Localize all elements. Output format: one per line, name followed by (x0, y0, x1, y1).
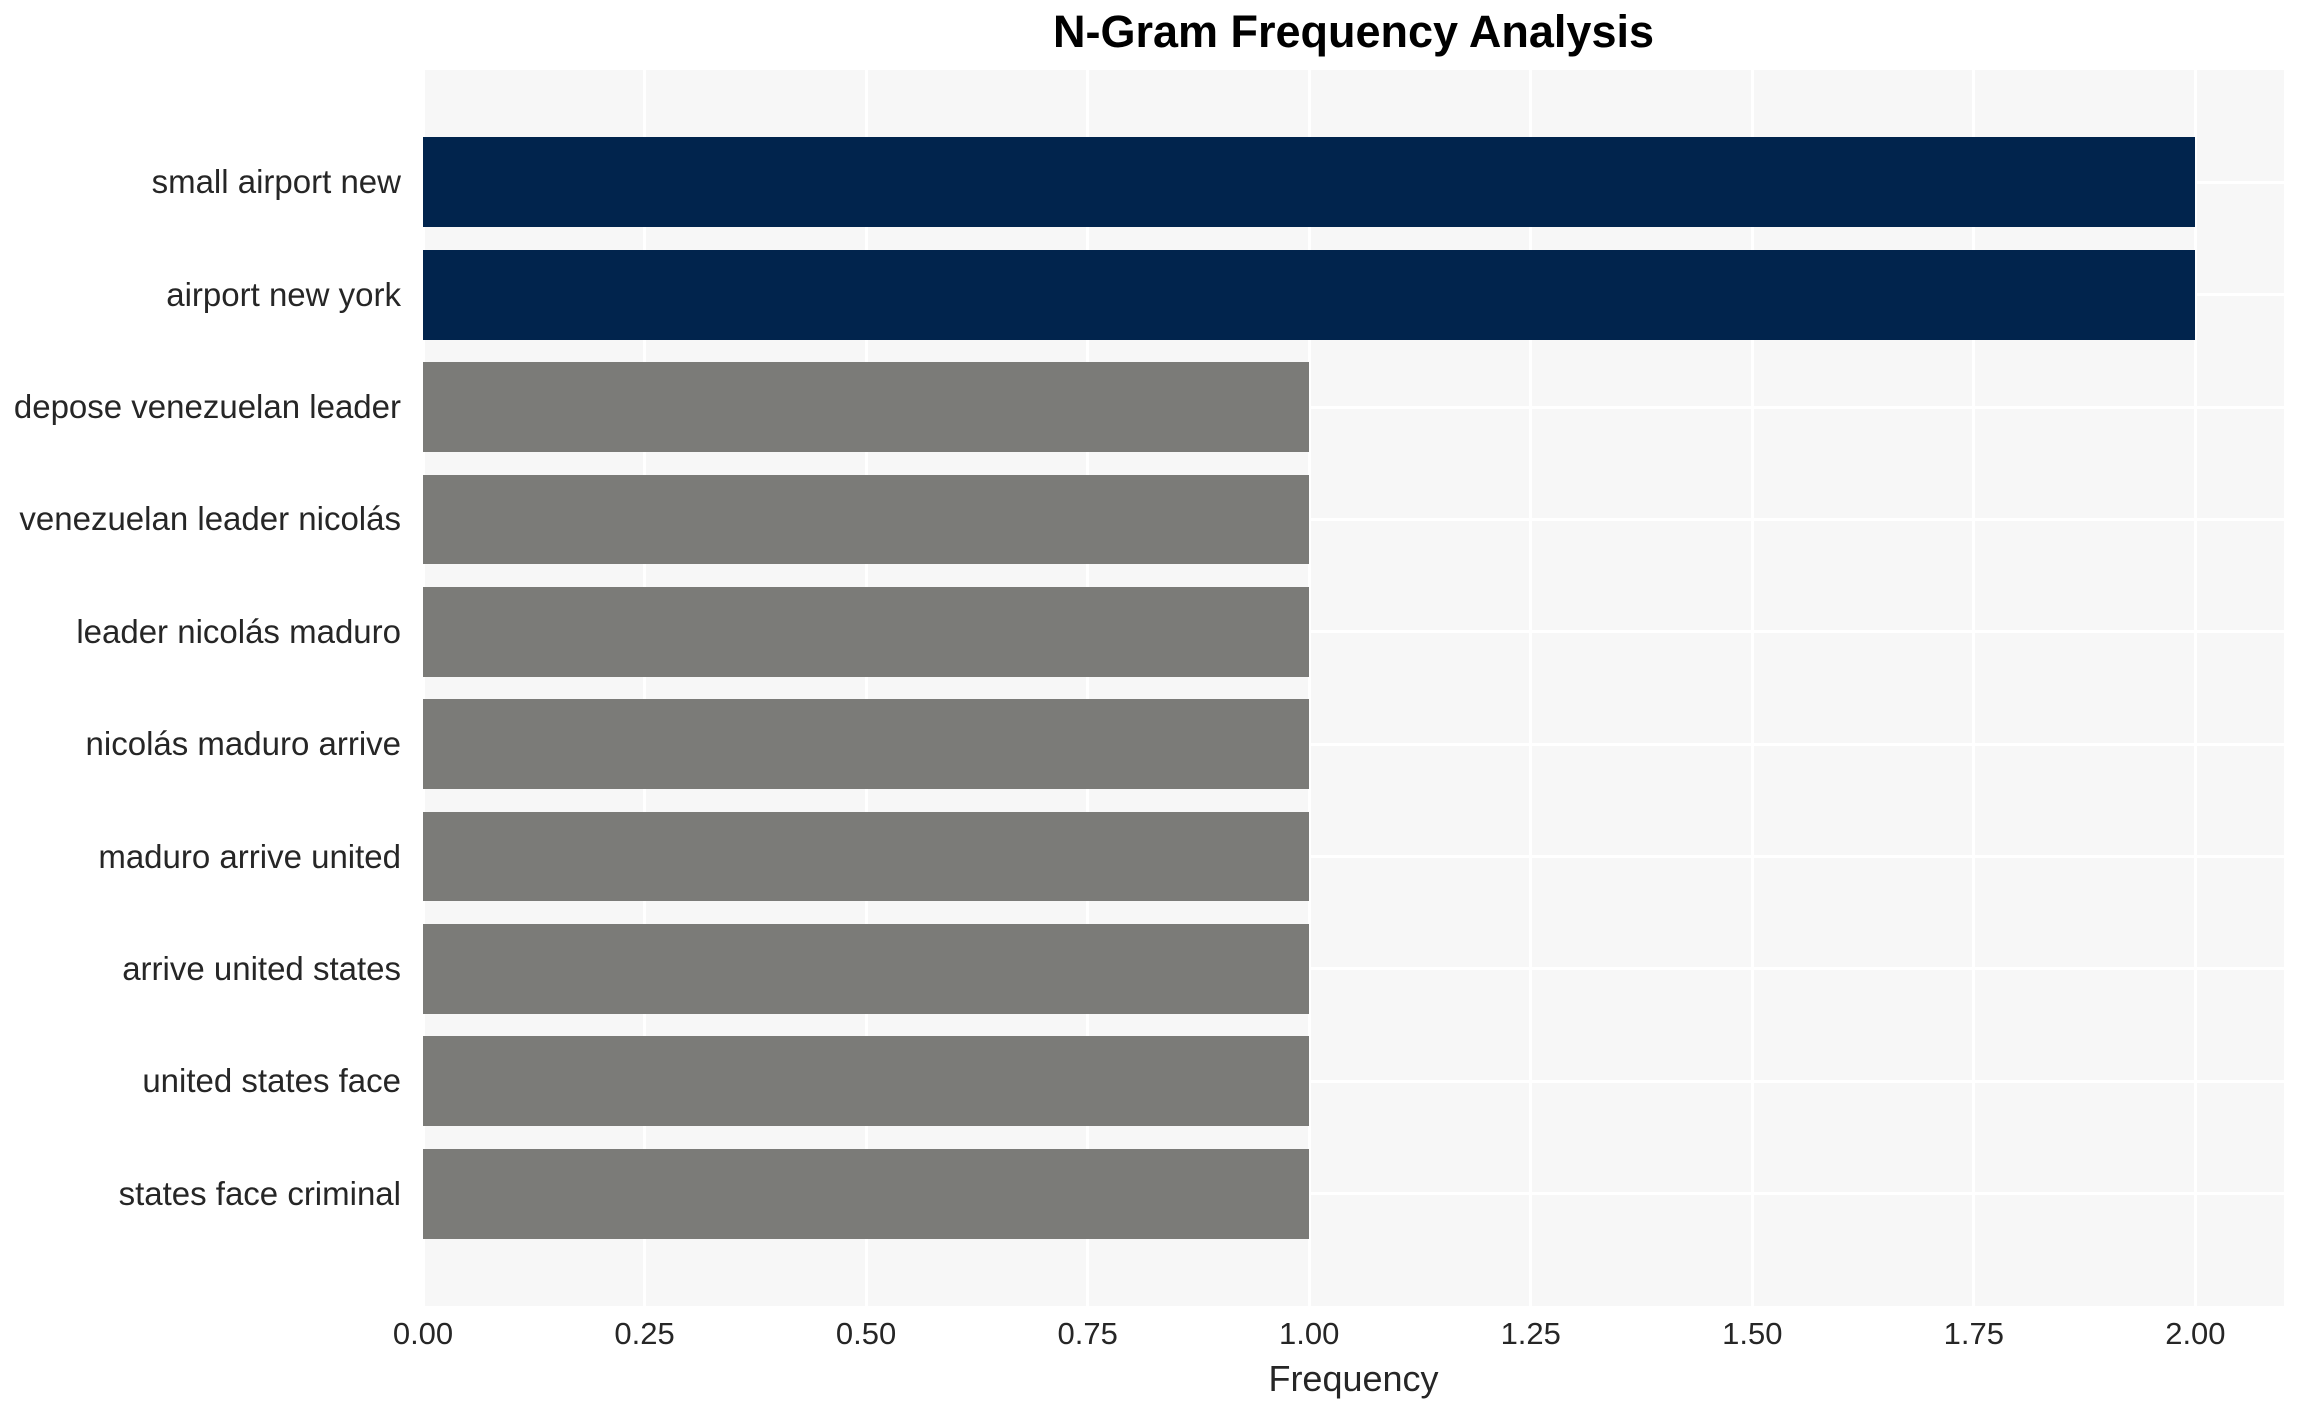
bar-airport-new-york (423, 249, 2196, 340)
bar-arrive-united-states (423, 923, 1310, 1014)
chart-title: N-Gram Frequency Analysis (1052, 6, 1655, 57)
x-tick-label: 2.00 (2165, 1316, 2226, 1351)
x-tick-label: 0.75 (1057, 1316, 1118, 1351)
y-gridline (423, 742, 2284, 746)
x-gridline (1972, 70, 1976, 1306)
bar-states-face-criminal (423, 1148, 1310, 1239)
bar-leader-nicol-s-maduro (423, 586, 1310, 677)
y-gridline (423, 967, 2284, 971)
y-gridline (423, 1079, 2284, 1083)
x-gridline (1529, 70, 1533, 1306)
bar-depose-venezuelan-leader (423, 362, 1310, 453)
bar-small-airport-new (423, 137, 2196, 228)
y-category-label: leader nicolás maduro (76, 612, 401, 650)
x-gridline (421, 70, 425, 1306)
y-category-label: united states face (142, 1062, 401, 1100)
plot-area (421, 70, 2284, 1306)
x-tick-label: 1.00 (1279, 1316, 1340, 1351)
x-tick-label: 0.25 (614, 1316, 675, 1351)
y-category-label: states face criminal (118, 1174, 401, 1212)
x-tick-label: 1.25 (1500, 1316, 1561, 1351)
y-category-label: depose venezuelan leader (13, 388, 401, 426)
x-axis-label: Frequency (1268, 1358, 1439, 1399)
x-gridline (864, 70, 868, 1306)
bar-venezuelan-leader-nicol-s (423, 474, 1310, 565)
y-gridline (423, 630, 2284, 634)
y-category-label: maduro arrive united (98, 837, 401, 875)
y-category-label: small airport new (151, 163, 401, 201)
y-category-label: airport new york (166, 275, 401, 313)
x-gridline (2193, 70, 2197, 1306)
x-tick-label: 1.50 (1722, 1316, 1783, 1351)
y-gridline (423, 517, 2284, 521)
x-tick-label: 1.75 (1943, 1316, 2004, 1351)
bar-maduro-arrive-united (423, 811, 1310, 902)
y-category-label: arrive united states (122, 949, 401, 987)
y-axis-category-labels: small airport new airport new york depose … (0, 70, 411, 1306)
x-gridline (643, 70, 647, 1306)
y-category-label: nicolás maduro arrive (85, 725, 401, 763)
x-gridline (1307, 70, 1311, 1306)
x-tick-label: 0.00 (392, 1316, 454, 1351)
y-gridline (423, 405, 2284, 409)
x-axis-ticks: 0.00 0.25 0.50 0.75 1.00 1.25 1.50 1.75 2.00 (393, 1316, 2284, 1356)
bar-nicol-s-maduro-arrive (423, 699, 1310, 790)
y-gridline (423, 1192, 2284, 1196)
x-tick-label: 0.50 (835, 1316, 897, 1351)
y-gridline (423, 855, 2284, 859)
y-category-label: venezuelan leader nicolás (19, 500, 401, 538)
x-gridline (1086, 70, 1090, 1306)
bar-united-states-face (423, 1036, 1310, 1127)
x-gridline (1750, 70, 1754, 1306)
